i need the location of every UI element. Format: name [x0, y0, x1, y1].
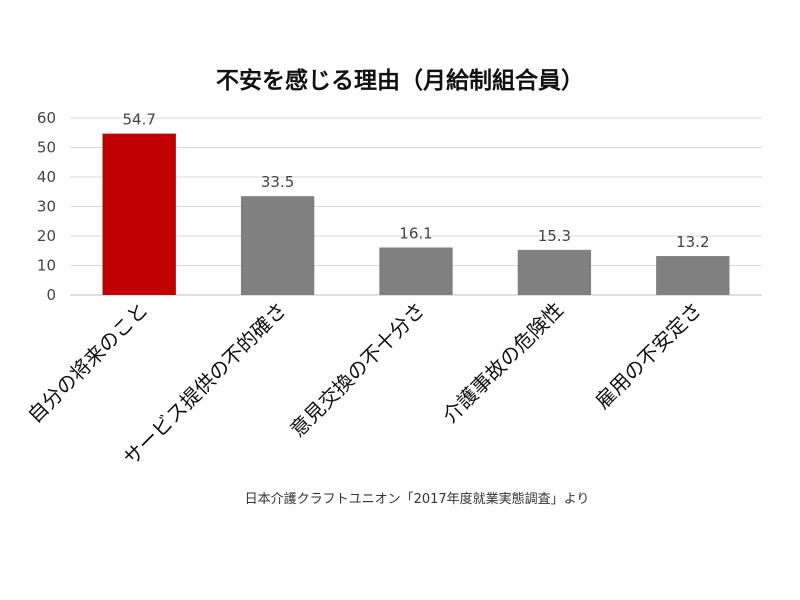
y-tick-label: 0	[46, 286, 56, 304]
data-label: 54.7	[122, 111, 155, 129]
bar	[656, 256, 730, 295]
chart-title: 不安を感じる理由（月給制組合員）	[216, 67, 584, 94]
bar	[379, 247, 453, 295]
bar	[240, 196, 315, 295]
bar	[517, 249, 592, 295]
y-tick-label: 10	[37, 257, 56, 275]
data-label: 13.2	[676, 233, 709, 251]
bar	[102, 133, 176, 295]
bars	[102, 133, 730, 295]
y-tick-label: 50	[37, 139, 56, 157]
y-tick-label: 30	[37, 198, 56, 216]
data-label: 33.5	[261, 173, 294, 191]
source-note: 日本介護クラフトユニオン「2017年度就業実態調査」より	[245, 491, 590, 507]
data-label: 15.3	[538, 227, 571, 245]
y-tick-label: 40	[37, 168, 56, 186]
category-label: 自分の将来のこと	[23, 298, 153, 428]
category-label: 介護事故の危険性	[438, 298, 568, 428]
y-tick-label: 20	[37, 227, 56, 245]
category-label: 雇用の不安定さ	[590, 298, 706, 414]
category-label: サービス提供の不的確さ	[119, 298, 292, 471]
y-axis-ticks: 0 10 20 30 40 50 60	[37, 109, 56, 304]
category-label: 意見交換の不十分さ	[285, 298, 429, 442]
y-tick-label: 60	[37, 109, 56, 127]
data-label: 16.1	[399, 225, 432, 243]
gridlines	[70, 117, 762, 296]
data-labels: 54.7 33.5 16.1 15.3 13.2	[122, 111, 709, 251]
